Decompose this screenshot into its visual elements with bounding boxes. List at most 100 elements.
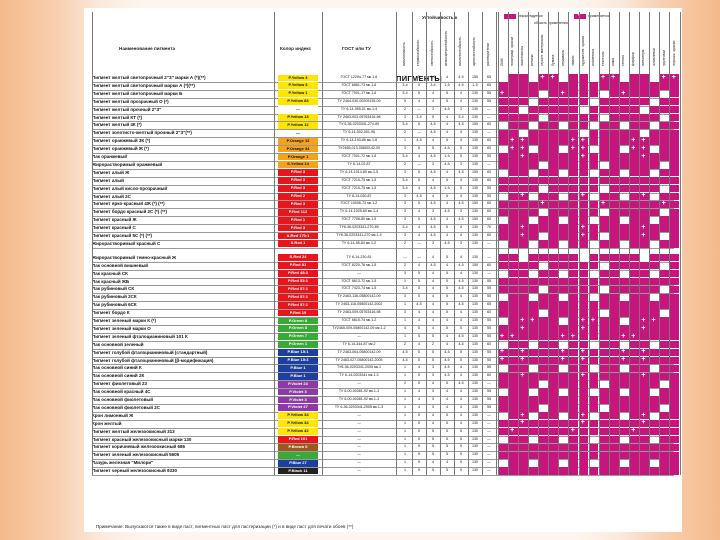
resistance-value: 4 (418, 341, 420, 346)
resistance-value: 4-5 (458, 169, 464, 174)
resistance-value: 4-5 (416, 193, 422, 198)
resistance-value: 4-5 (444, 240, 450, 245)
application-recommended-mark (568, 144, 579, 153)
application-mark (609, 208, 619, 216)
application-mark (528, 467, 538, 475)
application-mark (639, 216, 649, 224)
resistance-value: 3-4 (402, 90, 408, 95)
application-mark (629, 184, 639, 193)
application-mark (629, 356, 639, 365)
application-mark (528, 113, 538, 122)
gost-spec: ТУ 2463-003-05763416-98 (337, 114, 381, 119)
resistance-value: 5 (446, 436, 448, 441)
gost-spec: ТУ 6-14-55-84 мк.1-2 (341, 240, 377, 245)
application-mark (629, 340, 639, 349)
application-mark (518, 285, 528, 294)
application-mark (548, 459, 559, 467)
application-mark (629, 254, 639, 262)
application-mark (629, 412, 639, 420)
gost-spec: — (357, 436, 361, 441)
application-mark (548, 364, 559, 373)
application-mark (498, 372, 508, 380)
application-recommended-mark (558, 355, 569, 365)
application-mark (568, 277, 579, 286)
resistance-value: 4 (446, 217, 448, 222)
row-divider (92, 411, 674, 413)
application-mark (508, 200, 518, 209)
application-mark (649, 208, 660, 216)
application-mark (498, 137, 508, 145)
application-mark (498, 232, 508, 240)
application-mark (528, 301, 538, 309)
table-row: Пигмент фиолетовый 23 P.Violet 23 — 2 5 4 5 4-5… (84, 380, 682, 388)
resistance-value: 4 (446, 341, 448, 346)
column-divider (322, 12, 323, 475)
resistance-value: 4 (432, 381, 434, 386)
table-row: Пигмент желтый прочный 2"З" — ТУ 6-14-955-… (84, 105, 682, 114)
application-mark (619, 467, 629, 475)
application-mark (629, 388, 639, 396)
application-mark (649, 153, 660, 161)
application-recommended-mark (518, 347, 528, 357)
resistance-value: 4-5 (458, 122, 464, 127)
application-mark (588, 348, 599, 357)
resistance-value: — (487, 161, 491, 166)
application-mark (609, 435, 619, 444)
application-mark (538, 169, 548, 177)
pigment-name: Пигмент зеленый фталоцианиновый 101 К (92, 333, 188, 339)
resistance-value: 4 (432, 294, 434, 299)
resistance-value: — (417, 161, 421, 166)
application-mark (669, 467, 680, 475)
application-mark (649, 467, 660, 475)
application-mark (609, 317, 619, 325)
application-mark (609, 325, 619, 333)
resistance-value: 1 (404, 302, 406, 307)
application-mark (548, 97, 559, 106)
row-divider (92, 317, 674, 318)
application-mark (588, 184, 599, 193)
application-col-header: косметика (590, 48, 595, 66)
application-mark (538, 176, 548, 185)
application-recommended-mark (669, 73, 680, 82)
application-mark (508, 105, 518, 114)
table-row: Пигмент бордо К P.Red 19 ТУ 2463-009-05763… (84, 309, 682, 317)
resistance-value: 5 (446, 444, 448, 449)
application-mark (518, 459, 528, 467)
application-mark (538, 82, 548, 90)
application-mark (599, 224, 609, 232)
application-mark (578, 467, 589, 475)
row-divider (92, 388, 674, 389)
application-mark (568, 317, 579, 325)
application-recommended-mark (659, 199, 670, 209)
application-mark (639, 443, 649, 452)
color-index: S.Red 1 (278, 240, 318, 248)
resistance-value: 4-5 (444, 209, 450, 214)
column-divider (507, 12, 509, 475)
application-mark (649, 161, 660, 169)
application-mark (599, 105, 609, 114)
color-index: P.Violet 3 (278, 396, 318, 404)
application-mark (659, 412, 670, 420)
resistance-value: 5 (446, 193, 448, 198)
gost-spec: ТУ 6-14-02-87 (347, 161, 371, 166)
application-mark (669, 404, 680, 412)
application-mark (588, 396, 599, 404)
resistance-value: 4 (460, 412, 462, 417)
application-mark (629, 176, 639, 185)
application-mark (548, 333, 559, 341)
application-mark (518, 293, 528, 301)
application-mark (629, 169, 639, 177)
application-recommended-mark (578, 223, 589, 232)
application-mark (599, 372, 609, 380)
application-mark (508, 285, 518, 294)
application-mark (508, 277, 518, 286)
gost-spec: ГОСТ 8613-72 мк.1-5 (341, 278, 377, 283)
pigment-name: Лак рубиновый СК (92, 286, 135, 292)
application-mark (599, 364, 609, 373)
application-mark (639, 240, 649, 248)
application-recommended-mark (518, 316, 528, 325)
application-mark (578, 240, 589, 248)
application-mark (568, 254, 579, 262)
color-index: P.Yellow 34 (278, 412, 318, 420)
row-divider (92, 232, 674, 233)
